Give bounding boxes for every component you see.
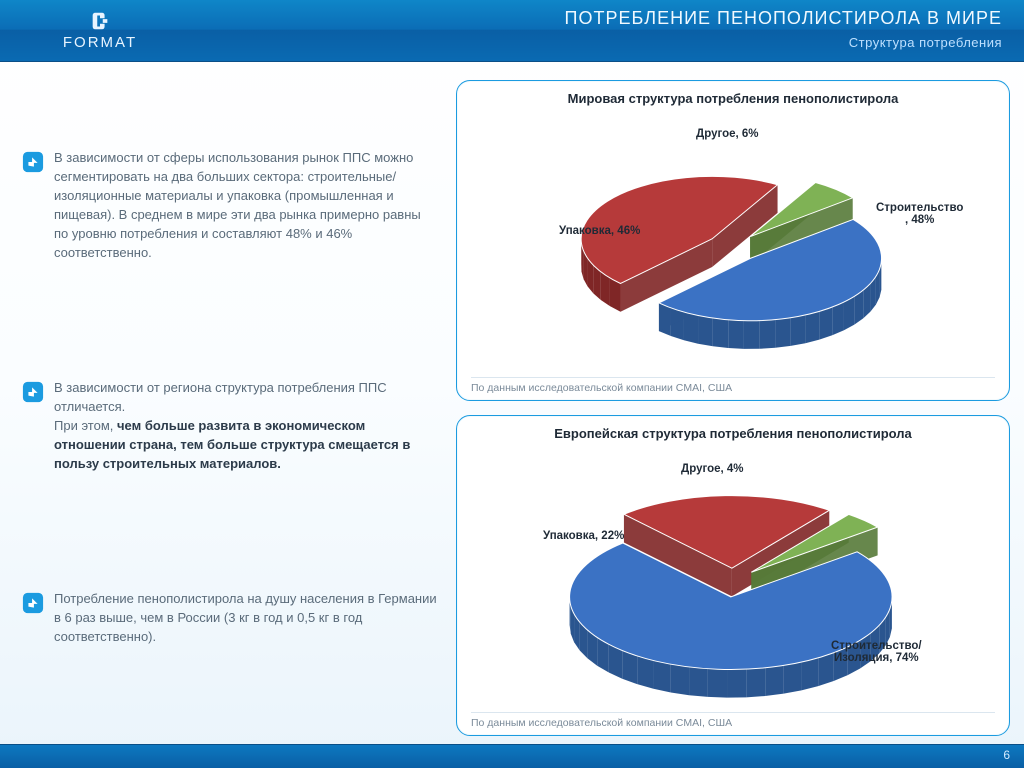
pie-slice-side [727,669,746,698]
pie-chart [471,110,995,375]
right-column: Мировая структура потребления пенополист… [456,80,1010,734]
title-block: ПОТРЕБЛЕНИЕ ПЕНОПОЛИСТИРОЛА В МИРЕ Струк… [200,0,1024,61]
arrow-bullet-icon [22,592,44,614]
arrow-bullet-icon [22,381,44,403]
logo-text: FORMAT [63,34,137,51]
arrow-bullet-icon [22,151,44,173]
pie-slice-side [698,315,713,346]
page-subtitle: Структура потребления [200,35,1002,50]
footer-bar: 6 [0,744,1024,768]
slice-label: Другое, 4% [681,463,744,475]
chart-footer: По данным исследовательской компании CMA… [471,377,995,394]
pie-slice-side [689,667,708,697]
slice-label: Другое, 6% [696,128,759,140]
pie-slice-side [765,665,783,696]
pie-chart [471,445,995,710]
chart-title: Европейская структура потребления пенопо… [471,426,995,441]
bullet-item: Потребление пенополистирола на душу насе… [22,590,438,647]
left-column: В зависимости от сферы использования рын… [14,80,438,734]
pie-slice-side [784,662,802,694]
pie-slice-side [728,320,744,349]
header-bar: FORMAT ПОТРЕБЛЕНИЕ ПЕНОПОЛИСТИРОЛА В МИР… [0,0,1024,62]
chart-area: Строительство/ Изоляция, 74% Упаковка, 22… [471,445,995,710]
pie-slice-side [744,321,760,349]
pie-slice-side [760,320,776,349]
pie-slice-side [775,318,790,348]
page-number: 6 [1003,748,1010,762]
bullet-text: В зависимости от региона структура потре… [54,379,438,473]
slice-label: Строительство , 48% [876,202,963,226]
pie-slice-side [801,658,818,690]
pie-slice-side [653,661,670,693]
page-title: ПОТРЕБЛЕНИЕ ПЕНОПОЛИСТИРОЛА В МИРЕ [200,8,1002,29]
chart-card: Европейская структура потребления пенопо… [456,415,1010,736]
pie-slice-side [819,307,832,340]
slice-label: Строительство/ Изоляция, 74% [831,640,922,664]
pie-slice-side [637,656,653,689]
chart-title: Мировая структура потребления пенополист… [471,91,995,106]
bullet-text: В зависимости от сферы использования рын… [54,149,438,262]
pie-slice-side [713,318,728,348]
chart-area: Строительство , 48% Упаковка, 46% Другое, … [471,110,995,375]
pie-slice-side [708,669,727,698]
pie-slice-side [746,668,765,698]
format-logo-icon [89,10,111,32]
chart-card: Мировая структура потребления пенополист… [456,80,1010,401]
pie-slice-side [805,311,819,343]
bullet-item: В зависимости от региона структура потре… [22,379,438,473]
pie-slice-side [671,664,689,695]
bullet-item: В зависимости от сферы использования рын… [22,149,438,262]
pie-slice-side [791,315,806,346]
slice-label: Упаковка, 22% [543,530,624,542]
chart-footer: По данным исследовательской компании CMA… [471,712,995,729]
logo-block: FORMAT [0,0,200,61]
slice-label: Упаковка, 46% [559,225,640,237]
pie-slice-side [832,302,844,335]
bullet-text: Потребление пенополистирола на душу насе… [54,590,438,647]
